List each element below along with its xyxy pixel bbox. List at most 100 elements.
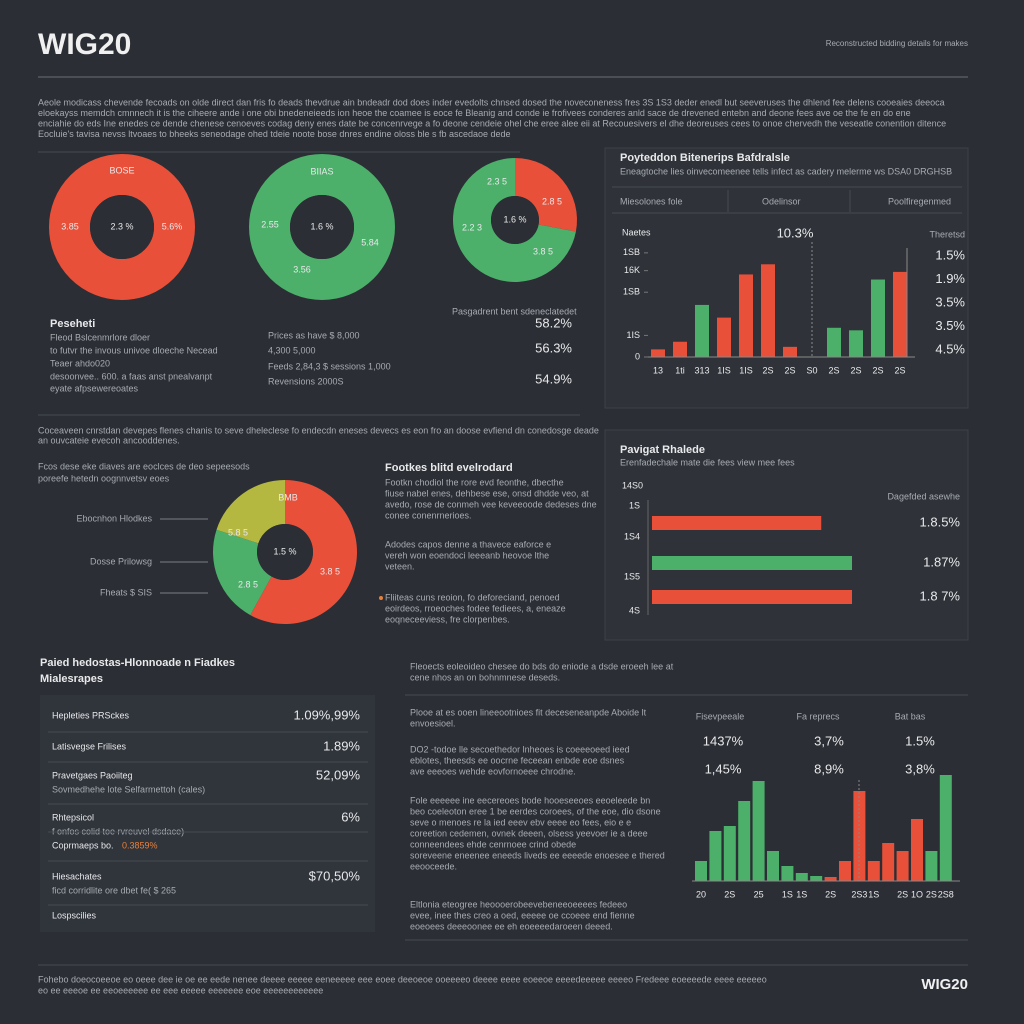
segment-label: 2.8 5 (238, 579, 258, 589)
text-line: vereh won eoendoci leeeanb heovoe lthe (385, 550, 549, 560)
text-line: Revensions 2000S (268, 376, 344, 386)
chart-subtitle: Eneagtoche lies oinvecomeenee tells infe… (620, 166, 952, 176)
text-line: Plooe at es ooen lineeootnioes fit deces… (410, 707, 647, 717)
brand: WIG20 (921, 976, 968, 993)
column-header: Fisevpeeale (696, 711, 745, 721)
header-value: 8,9% (814, 761, 844, 776)
bar (673, 341, 687, 357)
x-tick-label: 1S (868, 889, 879, 899)
row-label: Hepleties PRSckes (52, 710, 130, 720)
column-header: Odelinsor (762, 196, 801, 206)
text-line: eblotes, theesds ee oocrne feceean enbde… (410, 755, 625, 765)
text-line: soreveene eneenee eneeds liveds ee eeeed… (410, 850, 665, 860)
text-line: cene nhos an on bohnmnese deseds. (410, 672, 560, 682)
page-title: WIG20 (38, 28, 131, 61)
donut-title: BIIAS (310, 166, 333, 176)
label: Pasgadrent bent sdeneclatedet (452, 306, 577, 316)
row-label: Rhtepsicol (52, 812, 94, 822)
chart-subtitle: Erenfadechale mate die fees view mee fee… (620, 457, 795, 467)
column-header: Miesolones fole (620, 196, 683, 206)
text-line: eoqneceeviess, fre clorpenbes. (385, 614, 510, 624)
x-tick-label: S0 (806, 365, 817, 375)
row-label: Pravetgaes Paoiiteg (52, 770, 133, 780)
bar (695, 304, 709, 357)
text-line: beo coeleoton eree 1 be eerdes coroees, … (410, 806, 661, 816)
header-value: 1437% (703, 733, 744, 748)
donut-segment (250, 480, 358, 624)
donut-segment (452, 157, 576, 282)
bar (925, 851, 938, 881)
x-tick-label: 1ti (675, 365, 685, 375)
x-tick-label: 1S (796, 889, 807, 899)
side-label: Fheats $ SIS (100, 587, 152, 597)
y-tick-label: 4S (629, 605, 640, 615)
donut-title: BOSE (109, 165, 134, 175)
row-label: Hiesachates (52, 871, 102, 881)
side-value: 1.5% (935, 247, 965, 262)
side-value: 3.5% (935, 318, 965, 333)
column-header: Bat bas (895, 711, 926, 721)
text-line: Coceaveen cnrstdan devepes flenes chanis… (38, 425, 599, 435)
side-value: 1.9% (935, 271, 965, 286)
value-label: 1.8.5% (920, 514, 961, 529)
segment-label: 3.56 (293, 264, 311, 274)
text-line: Eltlonia eteogree heoooerobeevebeneeoeee… (410, 899, 627, 909)
x-tick-label: 2S (762, 365, 773, 375)
text-line: conee conenrnerioes. (385, 510, 472, 520)
bar (911, 819, 923, 881)
bar (761, 264, 775, 357)
text-line: Prices as have $ 8,000 (268, 330, 360, 340)
column-header: Fa reprecs (796, 711, 840, 721)
text-line: poreefe hetedn oognnvetsv eoes (38, 473, 170, 483)
segment-label: 5.6% (162, 221, 183, 231)
row-label: Latisvegse Frilises (52, 741, 127, 751)
stat-value: 56.3% (535, 340, 572, 355)
text-line: Fole eeeeee ine eecereoes bode hooeseeoe… (410, 795, 650, 805)
stat-value: 54.9% (535, 371, 572, 386)
text-line: coreetion cedemen, ovnek deeen, olsess y… (410, 828, 648, 838)
segment-label: 3.8 5 (320, 566, 340, 576)
annotation: 10.3% (777, 225, 814, 240)
bar (849, 330, 863, 357)
text-line: Fcos dese eke diaves are eoclces de deo … (38, 461, 250, 471)
text-line: eoirdeos, rroeoches fodee fediees, a, en… (385, 603, 566, 613)
x-tick-label: 13 (653, 365, 663, 375)
donut-segment (212, 529, 272, 616)
x-tick-label: 2S (825, 889, 836, 899)
bar (738, 801, 751, 881)
segment-label: 5.84 (361, 237, 379, 247)
side-title: Theretsd (929, 229, 965, 239)
chart-title: Poyteddon Bitenerips Bafdralsle (620, 152, 790, 164)
bar (795, 873, 808, 881)
text-line: eyate afpsewereoates (50, 383, 139, 393)
bar (939, 775, 952, 881)
row-value: 6% (341, 809, 360, 824)
stat-value: 58.2% (535, 315, 572, 330)
bar (867, 861, 880, 881)
text-line: desoonvee.. 600. a faas anst pnealvanpt (50, 371, 213, 381)
bar (783, 346, 797, 357)
section-title: Peseheti (50, 318, 95, 330)
chart-title: Pavigat Rhalede (620, 444, 705, 456)
header-value: 1.5% (905, 733, 935, 748)
text-line: Eocluie's tavisa nevss ltvoaes to bheeks… (38, 129, 511, 139)
text-line: eo ee eeeoe ee eeoeeeeee ee eee eeeee ee… (38, 985, 323, 995)
x-tick-label: 2S (872, 365, 883, 375)
side-value: 4.5% (935, 341, 965, 356)
bar (651, 349, 665, 357)
text-line: 4,300 5,000 (268, 345, 316, 355)
text-line: fiuse nabel enes, dehbese ese, onsd dhdd… (385, 488, 589, 498)
center-label: 1.6 % (310, 221, 333, 231)
text-line: conneendees ehde cenrnoee crind obede (410, 839, 576, 849)
text-line: Fleod Bslcenmrlore dloer (50, 332, 150, 342)
text-line: an ouvcateie evecoh ancooddenes. (38, 435, 180, 445)
value-header: Dagefded asewhe (887, 491, 960, 501)
text-line: DO2 -todoe lle secoethedor lnheoes is co… (410, 744, 630, 754)
text-line: Fleoects eoleoideo chesee do bds do enio… (410, 661, 674, 671)
text-line: eoeoees deeeoonee ee eh eoeeeedaroeen de… (410, 921, 613, 931)
annotation: 14S0 (622, 480, 643, 490)
text-line: ave eeeoes wehde eovfornoeee chrodne. (410, 766, 576, 776)
bar (652, 590, 852, 604)
bar (871, 279, 885, 357)
side-label: Dosse Prilowsg (90, 556, 152, 566)
